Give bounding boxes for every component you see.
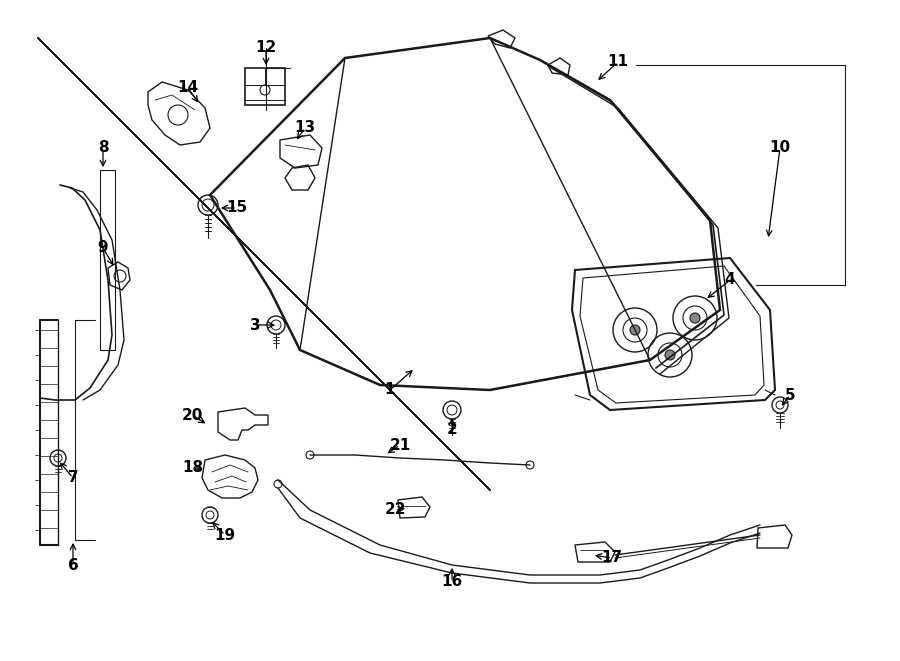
Text: 13: 13 [294,120,316,136]
Text: 16: 16 [441,574,463,590]
Text: 8: 8 [98,141,108,155]
Text: 22: 22 [384,502,406,518]
Circle shape [665,350,675,360]
Text: 10: 10 [770,141,790,155]
Text: 2: 2 [446,422,457,438]
Text: 21: 21 [390,438,410,453]
Text: 17: 17 [601,551,623,566]
Text: 3: 3 [249,317,260,332]
Text: 4: 4 [724,272,735,288]
Text: 20: 20 [181,407,202,422]
Text: 19: 19 [214,527,236,543]
Circle shape [690,313,700,323]
Text: 15: 15 [227,200,248,215]
Text: 9: 9 [98,241,108,256]
Text: 5: 5 [785,387,796,403]
Text: 7: 7 [68,471,78,485]
Text: 14: 14 [177,81,199,95]
Text: 1: 1 [385,383,395,397]
Text: 11: 11 [608,54,628,69]
Circle shape [630,325,640,335]
Text: 12: 12 [256,40,276,56]
Text: 18: 18 [183,461,203,475]
Text: 6: 6 [68,557,78,572]
